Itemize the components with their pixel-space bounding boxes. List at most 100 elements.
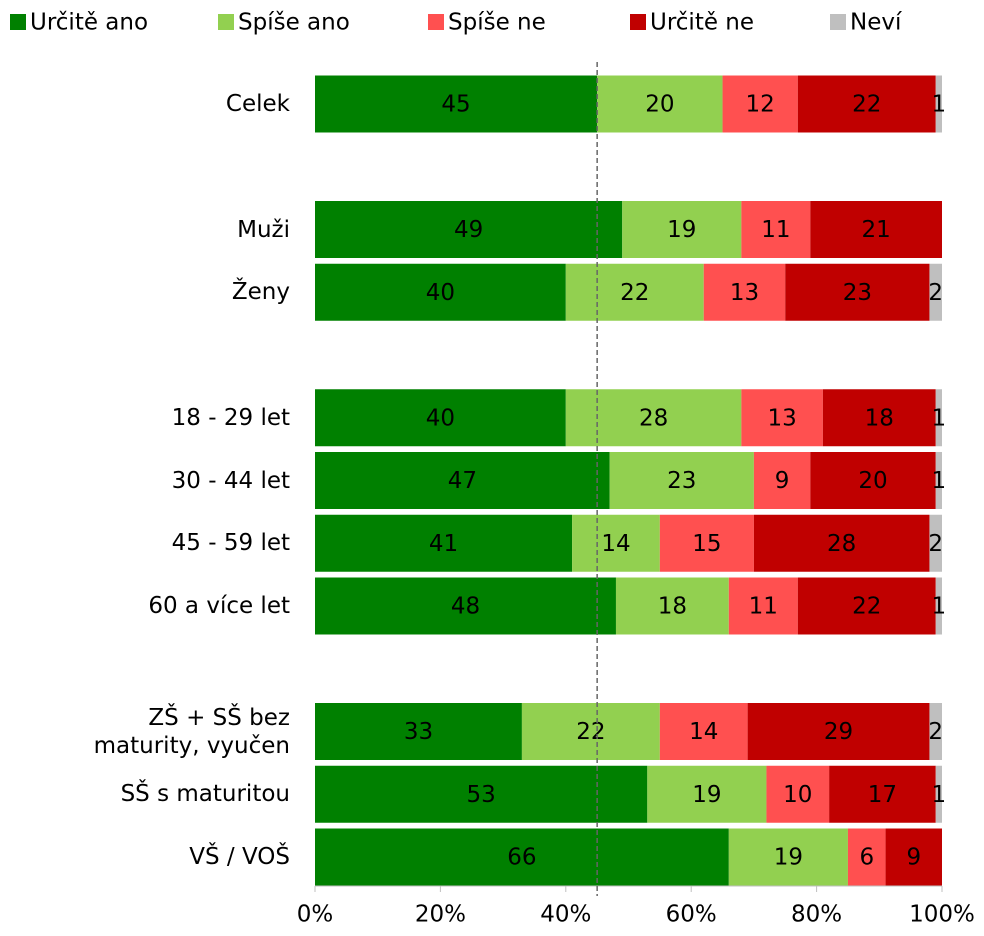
bar-segment xyxy=(315,389,566,447)
bar-segment xyxy=(615,577,729,635)
x-tick-label: 80% xyxy=(791,902,842,928)
value-label: 21 xyxy=(862,217,891,243)
bar-segment xyxy=(315,577,616,635)
bar-segment xyxy=(315,263,566,321)
bar-segment xyxy=(315,703,522,760)
value-label: 19 xyxy=(667,217,696,243)
bar-segment xyxy=(741,201,811,258)
value-label: 9 xyxy=(906,845,921,871)
value-label: 12 xyxy=(746,92,775,118)
value-label: 14 xyxy=(689,719,718,745)
value-label: 2 xyxy=(928,280,943,306)
bar-segment xyxy=(935,452,942,509)
bar-segment xyxy=(741,389,823,447)
bar-segment xyxy=(659,514,754,572)
value-label: 47 xyxy=(448,468,477,494)
value-label: 19 xyxy=(692,782,721,808)
x-tick-label: 40% xyxy=(540,902,591,928)
value-label: 1 xyxy=(932,782,947,808)
value-label: 53 xyxy=(467,782,496,808)
value-label: 28 xyxy=(639,405,668,431)
bar-segment xyxy=(810,201,942,258)
bar-segment xyxy=(929,703,942,760)
bar-segment xyxy=(315,828,729,886)
bar-segment xyxy=(728,828,848,886)
bar-segment xyxy=(929,514,942,572)
value-label: 15 xyxy=(692,531,721,557)
bar-segment xyxy=(597,75,723,133)
value-label: 20 xyxy=(858,468,887,494)
legend-swatch xyxy=(630,14,646,30)
bar-segment xyxy=(609,452,754,509)
bar-segment xyxy=(315,452,610,509)
bar-segment xyxy=(728,577,798,635)
value-label: 2 xyxy=(928,719,943,745)
value-label: 22 xyxy=(852,92,881,118)
value-label: 22 xyxy=(620,280,649,306)
value-label: 23 xyxy=(843,280,872,306)
legend-swatch xyxy=(218,14,234,30)
category-label: Muži xyxy=(237,216,290,243)
x-tick-label: 100% xyxy=(909,902,975,928)
legend-label: Spíše ne xyxy=(448,10,546,36)
bar-segment xyxy=(703,263,786,321)
x-tick-label: 0% xyxy=(297,902,334,928)
bar-segment xyxy=(565,263,704,321)
value-label: 1 xyxy=(932,92,947,118)
bar-segment xyxy=(929,263,942,321)
value-label: 6 xyxy=(859,845,874,871)
legend-swatch xyxy=(830,14,846,30)
value-label: 18 xyxy=(658,594,687,620)
value-label: 28 xyxy=(827,531,856,557)
value-label: 11 xyxy=(761,217,790,243)
bar-segment xyxy=(810,452,936,509)
value-label: 13 xyxy=(730,280,759,306)
bar-segment xyxy=(572,514,660,572)
value-label: 2 xyxy=(928,531,943,557)
category-label: 60 a více let xyxy=(148,593,290,619)
value-label: 17 xyxy=(868,782,897,808)
bar-segment xyxy=(722,75,798,133)
bar-segment xyxy=(785,263,930,321)
bar-segment xyxy=(622,201,742,258)
category-label: 30 - 44 let xyxy=(171,467,290,494)
category-label: ZŠ + SŠ bez maturity, vyučen xyxy=(93,704,290,759)
legend-label: Neví xyxy=(850,10,902,36)
bar-segment xyxy=(935,765,942,823)
value-label: 23 xyxy=(667,468,696,494)
category-label: Celek xyxy=(225,91,290,117)
x-tick-label: 20% xyxy=(415,902,466,928)
bar-segment xyxy=(753,452,811,509)
legend-swatch xyxy=(428,14,444,30)
legend-label: Spíše ano xyxy=(238,10,350,36)
value-label: 14 xyxy=(601,531,630,557)
category-label: Ženy xyxy=(231,279,290,306)
category-label: SŠ s maturitou xyxy=(120,781,290,808)
bar-segment xyxy=(315,75,598,133)
value-label: 18 xyxy=(865,405,894,431)
x-tick-label: 60% xyxy=(666,902,717,928)
value-label: 9 xyxy=(775,468,790,494)
value-label: 22 xyxy=(576,719,605,745)
bar-segment xyxy=(647,765,767,823)
bar-segment xyxy=(315,201,623,258)
bar-segment xyxy=(747,703,930,760)
legend-label: Určitě ano xyxy=(30,10,148,36)
value-label: 1 xyxy=(932,468,947,494)
bar-segment xyxy=(753,514,930,572)
bar-segment xyxy=(847,828,886,886)
value-label: 48 xyxy=(451,594,480,620)
bar-segment xyxy=(315,765,648,823)
bar-segment xyxy=(565,389,742,447)
value-label: 11 xyxy=(749,594,778,620)
value-label: 19 xyxy=(774,845,803,871)
legend-swatch xyxy=(10,14,26,30)
value-label: 49 xyxy=(454,217,483,243)
category-label: 45 - 59 let xyxy=(171,530,290,557)
bar-segment xyxy=(935,75,942,133)
category-label: VŠ / VOŠ xyxy=(189,844,290,870)
value-label: 45 xyxy=(441,92,470,118)
bar-segment xyxy=(829,765,936,823)
